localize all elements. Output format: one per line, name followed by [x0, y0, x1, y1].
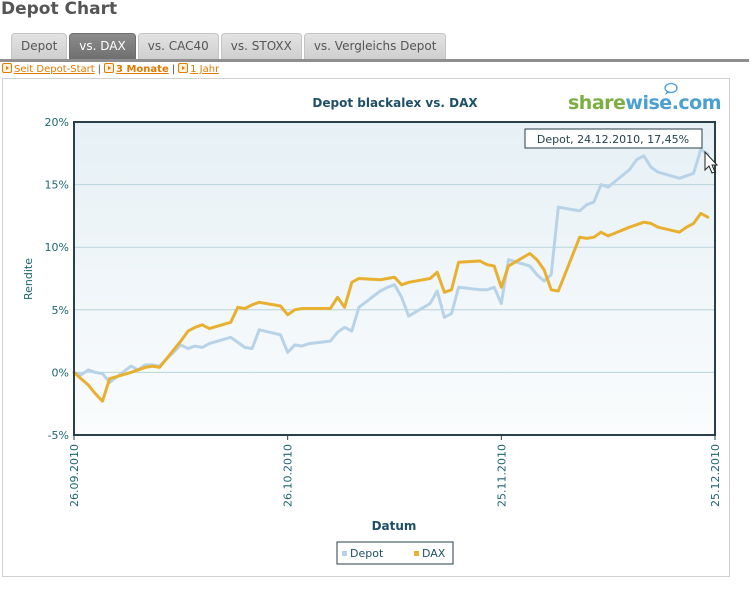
depot-chart: -5% 0% 5% 10% 15% 20% 26.09.2010 26.10.2010 25.…	[22, 82, 722, 565]
range-separator: |	[171, 64, 176, 75]
legend-label-dax[interactable]: DAX	[422, 547, 446, 560]
svg-text:sharewise.com: sharewise.com	[568, 92, 721, 114]
tab-vs-dax[interactable]: vs. DAX	[69, 33, 136, 59]
sharewise-logo: sharewise.com	[568, 82, 722, 114]
speech-bubble-icon	[664, 82, 678, 95]
y-tick-label: 0%	[52, 366, 69, 379]
logo-text-share: share	[568, 92, 625, 114]
y-tick-label: -5%	[48, 429, 69, 442]
mouse-cursor-icon	[704, 150, 719, 174]
x-tick-label: 25.11.2010	[495, 444, 508, 507]
logo-text-com: .com	[672, 92, 721, 114]
y-tick-label: 15%	[45, 179, 69, 192]
tab-vs-stoxx[interactable]: vs. STOXX	[220, 33, 302, 59]
page-title: Depot Chart	[1, 0, 118, 19]
range-link-3-months[interactable]: 3 Monate	[116, 64, 169, 75]
series-line-dax	[72, 211, 710, 403]
plot-area-border	[73, 121, 716, 436]
arrow-bullet-icon	[104, 63, 115, 73]
y-tick-label: 5%	[52, 304, 69, 317]
series-line-depot	[72, 148, 710, 384]
range-link-since-start[interactable]: Seit Depot-Start	[14, 64, 95, 75]
y-axis-label: Rendite	[22, 258, 35, 300]
x-tick-label: 26.09.2010	[68, 444, 81, 507]
y-tick-label: 20%	[45, 116, 69, 129]
time-range-links: Seit Depot-Start | 3 Monate | 1 Jahr	[2, 63, 219, 75]
tab-underline	[0, 59, 749, 62]
x-tick-label: 25.12.2010	[709, 444, 722, 507]
legend-box	[336, 541, 454, 565]
comparison-tabs: Depot vs. DAX vs. CAC40 vs. STOXX vs. Ve…	[11, 33, 448, 59]
range-link-1-year[interactable]: 1 Jahr	[190, 64, 220, 75]
chart-title: Depot blackalex vs. DAX	[312, 96, 478, 110]
arrow-bullet-icon	[2, 63, 12, 73]
range-separator: |	[97, 64, 102, 75]
y-tick-label: 10%	[45, 241, 69, 254]
chart-frame: -5% 0% 5% 10% 15% 20% 26.09.2010 26.10.2010 25.…	[2, 78, 730, 577]
tab-depot[interactable]: Depot	[11, 33, 68, 59]
x-axis-label: Datum	[372, 519, 417, 533]
tab-vs-vergleichs-depot[interactable]: vs. Vergleichs Depot	[303, 33, 447, 59]
legend-label-depot[interactable]: Depot	[350, 547, 384, 560]
tab-vs-cac40[interactable]: vs. CAC40	[137, 33, 219, 59]
legend: Depot DAX	[336, 541, 454, 565]
arrow-bullet-icon	[178, 63, 189, 73]
legend-swatch-depot	[342, 551, 347, 556]
hover-tooltip: Depot, 24.12.2010, 17,45%	[524, 128, 703, 149]
x-tick-label: 26.10.2010	[282, 444, 295, 507]
tooltip-text: Depot, 24.12.2010, 17,45%	[537, 133, 689, 146]
logo-text-wise: wise	[625, 92, 671, 114]
legend-swatch-dax	[414, 551, 419, 556]
